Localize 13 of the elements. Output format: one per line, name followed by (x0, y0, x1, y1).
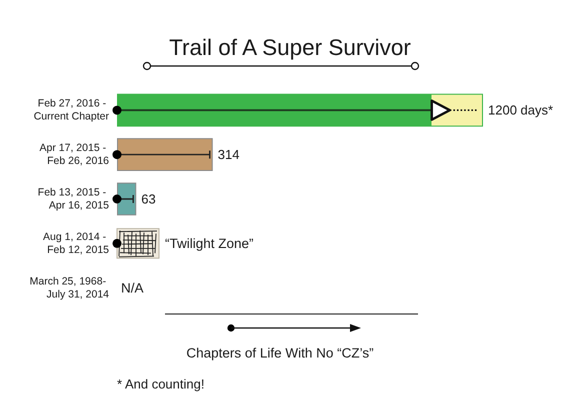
y-tick-label: Feb 27, 2016 - Current Chapter (34, 98, 110, 123)
data-label: 314 (218, 147, 240, 162)
y-tick-label: Feb 13, 2015 - Apr 16, 2015 (38, 186, 110, 212)
text: “Twilight Zone” (165, 236, 254, 251)
x-axis-title: Chapters of Life With No “CZ’s” (186, 346, 374, 360)
data-label: 1200 days* (488, 102, 554, 118)
y-tick-label: Aug 1, 2014 - Feb 12, 2015 (43, 230, 110, 256)
text: * And counting! (117, 376, 204, 392)
y-tick-label: Apr 17, 2015 - Feb 26, 2016 (40, 142, 110, 168)
chart-title: Trail of A Super Survivor (169, 35, 412, 60)
text: N/A (121, 280, 144, 296)
y-tick-label: March 25, 1968- July 31, 2014 (30, 275, 110, 300)
data-label: 63 (141, 192, 156, 206)
